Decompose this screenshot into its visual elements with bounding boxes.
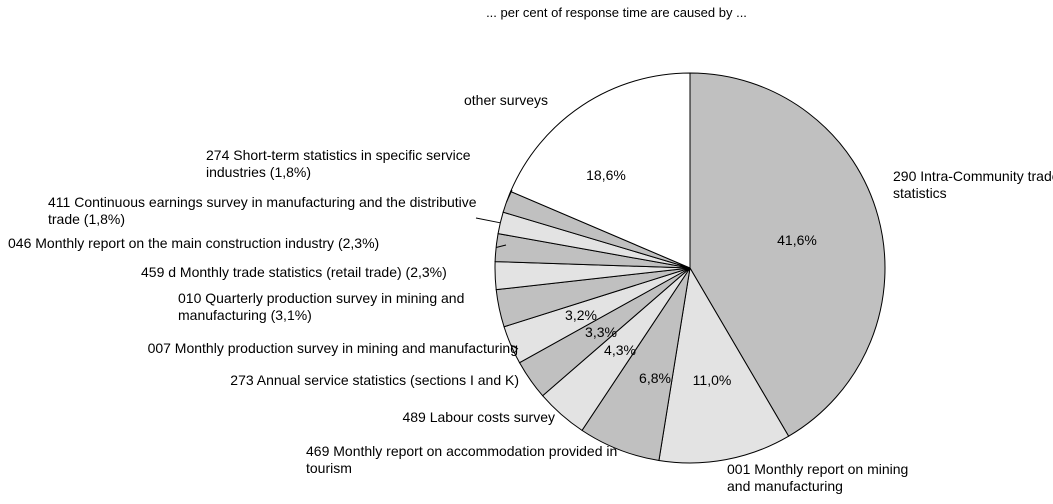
pie-slice xyxy=(689,72,886,437)
pie-slice xyxy=(658,266,790,464)
value-label: 41,6% xyxy=(777,232,817,248)
value-label: 18,6% xyxy=(586,167,626,183)
leader-line xyxy=(495,244,507,249)
slice-label: 010 Quarterly production survey in minin… xyxy=(178,290,465,323)
slice-label: 290 Intra-Community trade statistics xyxy=(893,168,1053,201)
slice-label: 007 Monthly production survey in mining … xyxy=(147,340,518,356)
value-label: 3,2% xyxy=(565,307,597,323)
slice-label: 459 d Monthly trade statistics (retail t… xyxy=(141,264,447,280)
leader-line xyxy=(510,344,519,350)
slice-label: 489 Labour costs survey xyxy=(402,409,555,425)
chart-title: ... per cent of response time are caused… xyxy=(486,5,747,20)
slice-label: 046 Monthly report on the main construct… xyxy=(8,235,380,251)
slice-label: 411 Continuous earnings survey in manufa… xyxy=(48,194,477,227)
pie-slice xyxy=(509,72,691,269)
value-label: 3,3% xyxy=(585,324,617,340)
slice-label: 001 Monthly report on mining and manufac… xyxy=(727,461,909,494)
slice-label: other surveys xyxy=(464,92,549,108)
value-label: 6,8% xyxy=(639,370,671,386)
value-label: 4,3% xyxy=(604,342,636,358)
slice-label: 469 Monthly report on accommodation prov… xyxy=(306,443,618,476)
slice-label: 274 Short-term statistics in specific se… xyxy=(206,147,471,180)
value-label: 11,0% xyxy=(692,372,732,388)
leader-line xyxy=(475,217,501,224)
leader-line xyxy=(506,189,513,202)
slice-label: 273 Annual service statistics (sections … xyxy=(230,372,519,388)
